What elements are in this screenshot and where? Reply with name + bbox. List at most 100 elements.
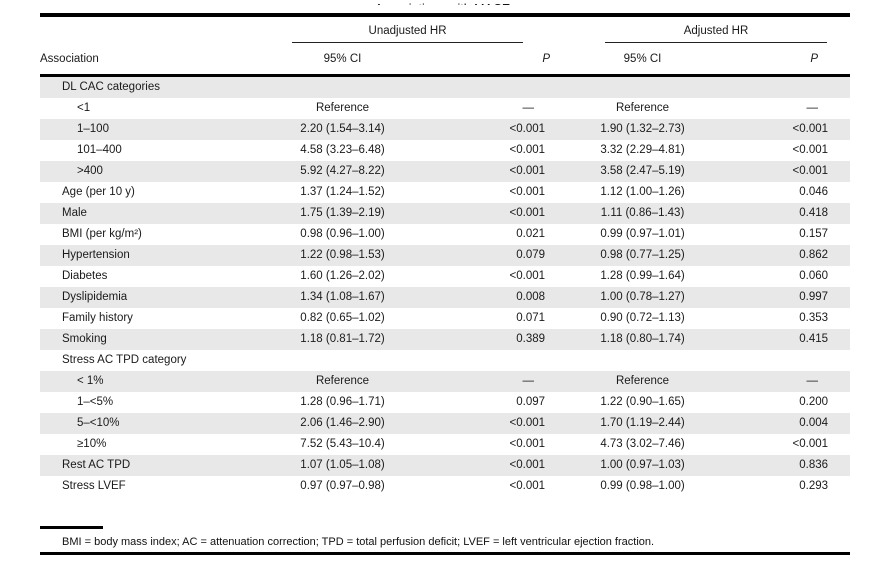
table-row: Hypertension 1.22 (0.98–1.53) 0.079 0.98 (0…	[40, 245, 851, 266]
p-value-cell	[435, 76, 550, 99]
table-row: Family history 0.82 (0.65–1.02) 0.071 0.90 …	[40, 308, 850, 329]
p-value-cell: <0.001	[509, 417, 546, 429]
association-cell: Diabetes	[62, 270, 108, 282]
group-header-row: Unadjusted HR Adjusted HR	[40, 15, 850, 43]
p-value-cell: —	[522, 375, 535, 387]
table-row: Rest AC TPD 1.07 (1.05–1.08) <0.001 1.00 (0…	[40, 455, 851, 476]
p-value-cell: 0.008	[516, 291, 546, 303]
ci-cell: 1.11 (0.86–1.43)	[600, 207, 685, 219]
p-value-cell: 0.046	[799, 186, 829, 198]
p-value-cell: <0.001	[792, 165, 829, 177]
table-row: 101–400 4.58 (3.23–6.48) <0.001 3.32 (2.29–…	[40, 140, 850, 161]
section-header-row: DL CAC categories	[40, 75, 851, 99]
p-value-cell: <0.001	[509, 144, 546, 156]
section-header-row: Stress AC TPD category	[40, 350, 850, 371]
table-row: < 1% Reference — Reference —	[40, 371, 851, 392]
association-cell: BMI (per kg/m²)	[62, 228, 142, 240]
ci-cell: 1.34 (1.08–1.67)	[300, 291, 385, 303]
table-row: 1–<5% 1.28 (0.96–1.71) 0.097 1.22 (0.90–1.6…	[40, 392, 850, 413]
p-value-cell: —	[522, 102, 535, 114]
association-cell: Age (per 10 y)	[62, 186, 135, 198]
p-value-cell: —	[806, 375, 819, 387]
unadjusted-hr-group-header: Unadjusted HR	[250, 15, 550, 43]
footnote-block: BMI = body mass index; AC = attenuation …	[40, 526, 850, 548]
table-row: Male 1.75 (1.39–2.19) <0.001 1.11 (0.86–1.4…	[40, 203, 851, 224]
p-value-cell: 0.997	[799, 291, 829, 303]
association-cell: Stress LVEF	[62, 480, 126, 492]
association-cell: Family history	[62, 312, 133, 324]
ci-cell: 5.92 (4.27–8.22)	[300, 165, 385, 177]
ci-cell: 3.32 (2.29–4.81)	[600, 144, 685, 156]
ci-cell: 1.12 (1.00–1.26)	[600, 186, 685, 198]
p-value-cell: 0.415	[799, 333, 829, 345]
adjusted-hr-group-label: Adjusted HR	[605, 25, 828, 43]
hr-associations-table: Unadjusted HR Adjusted HR Association 95…	[40, 13, 851, 498]
table-row: Smoking 1.18 (0.81–1.72) 0.389 1.18 (0.80–1…	[40, 329, 851, 350]
ci-cell: 1.28 (0.99–1.64)	[600, 270, 685, 282]
ci-cell: 4.73 (3.02–7.46)	[600, 438, 685, 450]
p-value-cell: 0.004	[799, 417, 829, 429]
table-row: Age (per 10 y) 1.37 (1.24–1.52) <0.001 1.12…	[40, 182, 850, 203]
ci-cell: Reference	[615, 375, 670, 387]
association-cell: Smoking	[62, 333, 107, 345]
clipped-table-title-text: Associations with MACE	[375, 2, 510, 5]
ci-cell: 1.00 (0.78–1.27)	[600, 291, 685, 303]
ci-cell: 0.99 (0.97–1.01)	[600, 228, 685, 240]
ci-cell: Reference	[615, 102, 670, 114]
p-value-cell: <0.001	[509, 123, 546, 135]
p-value-cell: 0.389	[516, 333, 546, 345]
p-value-cell: <0.001	[792, 123, 829, 135]
p-value-cell: <0.001	[509, 165, 546, 177]
association-cell: 1–100	[77, 123, 109, 135]
association-cell: DL CAC categories	[62, 81, 161, 93]
adjusted-ci-column-header: 95% CI	[550, 43, 736, 77]
footnote-rule	[40, 526, 103, 529]
p-value-cell: 0.060	[799, 270, 829, 282]
p-value-cell: <0.001	[509, 186, 546, 198]
ci-cell: 1.18 (0.81–1.72)	[300, 333, 385, 345]
clipped-table-title: Associations with MACE	[0, 0, 885, 5]
unadjusted-p-column-header: P	[435, 43, 551, 77]
table-row: ≥10% 7.52 (5.43–10.4) <0.001 4.73 (3.02–7.4…	[40, 434, 850, 455]
bottom-rule	[40, 552, 850, 555]
ci-cell: 1.22 (0.98–1.53)	[300, 249, 385, 261]
p-value-cell: 0.418	[799, 207, 829, 219]
p-value-cell: <0.001	[509, 480, 546, 492]
ci-cell: 1.18 (0.80–1.74)	[600, 333, 685, 345]
table-row: Stress LVEF 0.97 (0.97–0.98) <0.001 0.99 (0…	[40, 476, 850, 497]
association-cell: Male	[62, 207, 87, 219]
adjusted-hr-group-header: Adjusted HR	[550, 15, 850, 43]
ci-cell: 1.00 (0.97–1.03)	[600, 459, 685, 471]
association-cell: 101–400	[77, 144, 122, 156]
p-value-cell: 0.079	[516, 249, 546, 261]
ci-cell: 1.28 (0.96–1.71)	[300, 396, 385, 408]
ci-cell: Reference	[315, 375, 370, 387]
association-cell: Stress AC TPD category	[62, 354, 187, 366]
adjusted-p-column-header: P	[735, 43, 851, 77]
association-cell: >400	[77, 165, 103, 177]
ci-cell: 0.98 (0.96–1.00)	[300, 228, 385, 240]
footnote-text: BMI = body mass index; AC = attenuation …	[62, 536, 655, 548]
ci-cell: 1.70 (1.19–2.44)	[600, 417, 685, 429]
column-header-row: Association 95% CI P 95% CI P	[40, 43, 851, 77]
ci-cell: 3.58 (2.47–5.19)	[600, 165, 685, 177]
ci-cell	[250, 76, 435, 99]
ci-cell: 2.20 (1.54–3.14)	[300, 123, 385, 135]
ci-cell: Reference	[315, 102, 370, 114]
ci-cell: 1.75 (1.39–2.19)	[300, 207, 385, 219]
p-value-cell: <0.001	[792, 144, 829, 156]
p-value-cell: 0.353	[799, 312, 829, 324]
p-value-cell: —	[806, 102, 819, 114]
ci-cell: 7.52 (5.43–10.4)	[300, 438, 385, 450]
hr-associations-table-wrap: Unadjusted HR Adjusted HR Association 95…	[40, 13, 851, 498]
ci-cell: 0.90 (0.72–1.13)	[600, 312, 685, 324]
association-cell: 5–<10%	[77, 417, 120, 429]
ci-cell: 1.07 (1.05–1.08)	[300, 459, 385, 471]
table-row: >400 5.92 (4.27–8.22) <0.001 3.58 (2.47–5.1…	[40, 161, 851, 182]
ci-cell: 1.90 (1.32–2.73)	[600, 123, 685, 135]
ci-cell: 0.97 (0.97–0.98)	[300, 480, 385, 492]
p-value-cell: <0.001	[509, 270, 546, 282]
p-value-cell: 0.021	[516, 228, 546, 240]
table-body: DL CAC categories <1 Reference — Reference — 1…	[40, 75, 851, 498]
